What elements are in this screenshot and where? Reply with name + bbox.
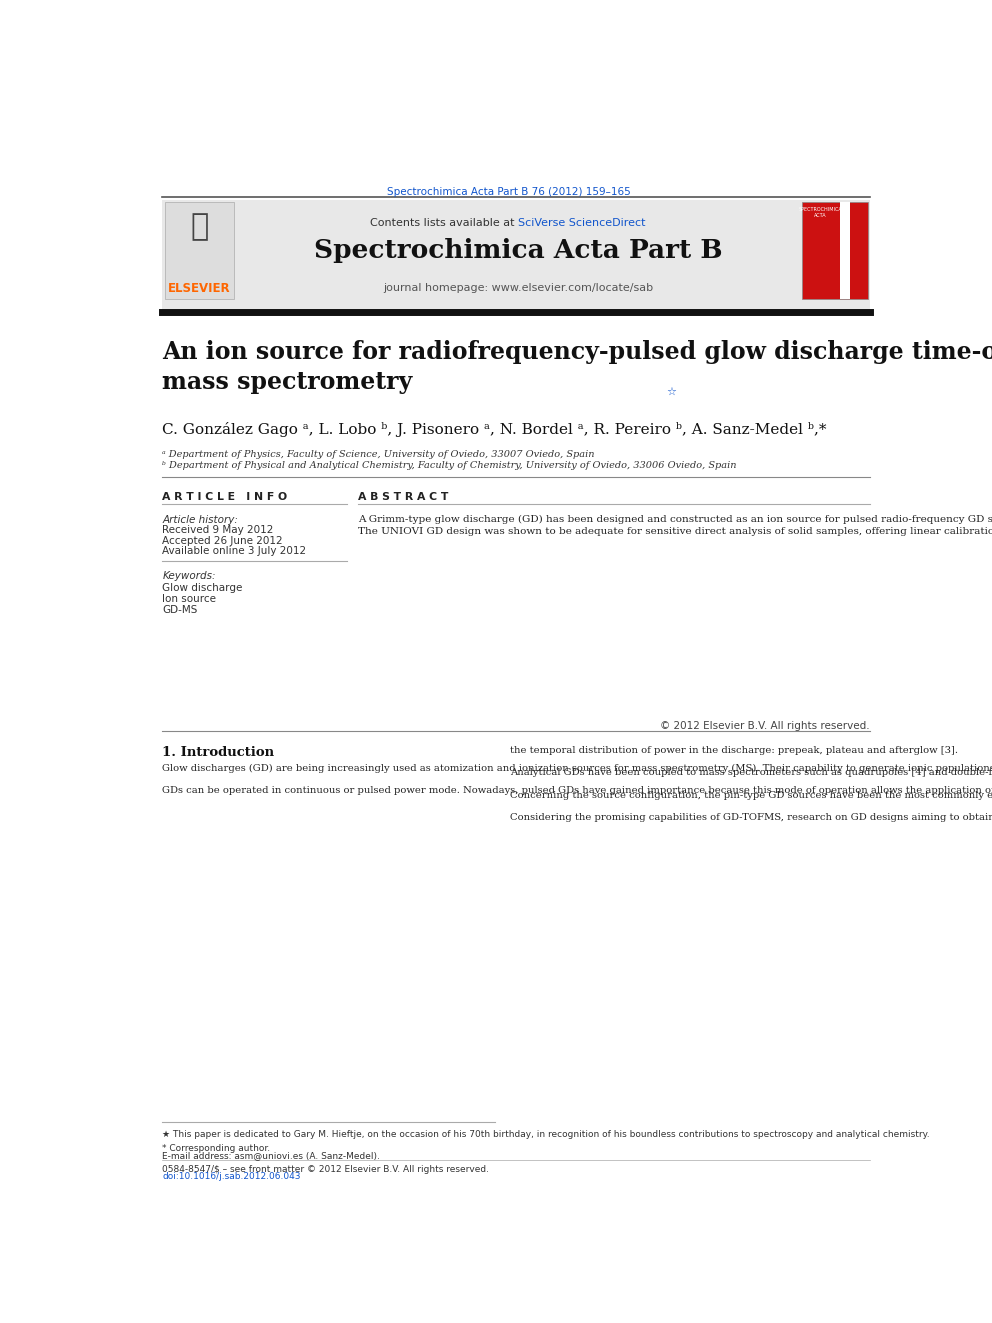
Bar — [165, 201, 234, 299]
Text: © 2012 Elsevier B.V. All rights reserved.: © 2012 Elsevier B.V. All rights reserved… — [660, 721, 870, 732]
Text: A Grimm-type glow discharge (GD) has been designed and constructed as an ion sou: A Grimm-type glow discharge (GD) has bee… — [358, 515, 992, 536]
Text: C. González Gago ᵃ, L. Lobo ᵇ, J. Pisonero ᵃ, N. Bordel ᵃ, R. Pereiro ᵇ, A. Sanz: C. González Gago ᵃ, L. Lobo ᵇ, J. Pisone… — [163, 422, 827, 437]
Text: 🌲: 🌲 — [190, 212, 208, 241]
Text: Spectrochimica Acta Part B: Spectrochimica Acta Part B — [313, 238, 722, 263]
Text: Glow discharge: Glow discharge — [163, 582, 243, 593]
Text: ᵃ Department of Physics, Faculty of Science, University of Oviedo, 33007 Oviedo,: ᵃ Department of Physics, Faculty of Scie… — [163, 450, 595, 459]
Text: SPECTROCHIMICA
ACTA: SPECTROCHIMICA ACTA — [799, 206, 842, 218]
Text: the temporal distribution of power in the discharge: prepeak, plateau and afterg: the temporal distribution of power in th… — [510, 746, 992, 822]
Text: SciVerse ScienceDirect: SciVerse ScienceDirect — [518, 218, 646, 228]
Text: Spectrochimica Acta Part B 76 (2012) 159–165: Spectrochimica Acta Part B 76 (2012) 159… — [387, 188, 630, 197]
Text: 1. Introduction: 1. Introduction — [163, 746, 275, 758]
Bar — [840, 201, 850, 299]
Text: * Corresponding author.: * Corresponding author. — [163, 1144, 271, 1152]
Text: Article history:: Article history: — [163, 515, 238, 525]
Text: GD-MS: GD-MS — [163, 605, 197, 615]
Text: Keywords:: Keywords: — [163, 572, 216, 581]
Text: Contents lists available at: Contents lists available at — [370, 218, 518, 228]
Text: Received 9 May 2012: Received 9 May 2012 — [163, 525, 274, 536]
Text: ★ This paper is dedicated to Gary M. Hieftje, on the occasion of his 70th birthd: ★ This paper is dedicated to Gary M. Hie… — [163, 1130, 930, 1139]
Text: Glow discharges (GD) are being increasingly used as atomization and ionization s: Glow discharges (GD) are being increasin… — [163, 763, 992, 795]
Text: doi:10.1016/j.sab.2012.06.043: doi:10.1016/j.sab.2012.06.043 — [163, 1172, 301, 1181]
Text: A B S T R A C T: A B S T R A C T — [358, 492, 448, 501]
Text: E-mail address: asm@uniovi.es (A. Sanz-Medel).: E-mail address: asm@uniovi.es (A. Sanz-M… — [163, 1151, 380, 1160]
Bar — [163, 200, 870, 310]
Text: Ion source: Ion source — [163, 594, 216, 603]
Bar — [803, 201, 868, 299]
Text: ☆: ☆ — [666, 386, 676, 397]
Text: 0584-8547/$ – see front matter © 2012 Elsevier B.V. All rights reserved.: 0584-8547/$ – see front matter © 2012 El… — [163, 1166, 489, 1175]
Text: An ion source for radiofrequency-pulsed glow discharge time-of-flight
mass spect: An ion source for radiofrequency-pulsed … — [163, 340, 992, 394]
Text: Accepted 26 June 2012: Accepted 26 June 2012 — [163, 536, 283, 545]
Text: ᵇ Department of Physical and Analytical Chemistry, Faculty of Chemistry, Univers: ᵇ Department of Physical and Analytical … — [163, 462, 737, 470]
Text: Available online 3 July 2012: Available online 3 July 2012 — [163, 546, 307, 556]
Text: journal homepage: www.elsevier.com/locate/sab: journal homepage: www.elsevier.com/locat… — [383, 283, 653, 292]
Text: A R T I C L E   I N F O: A R T I C L E I N F O — [163, 492, 288, 501]
Text: ELSEVIER: ELSEVIER — [168, 282, 231, 295]
